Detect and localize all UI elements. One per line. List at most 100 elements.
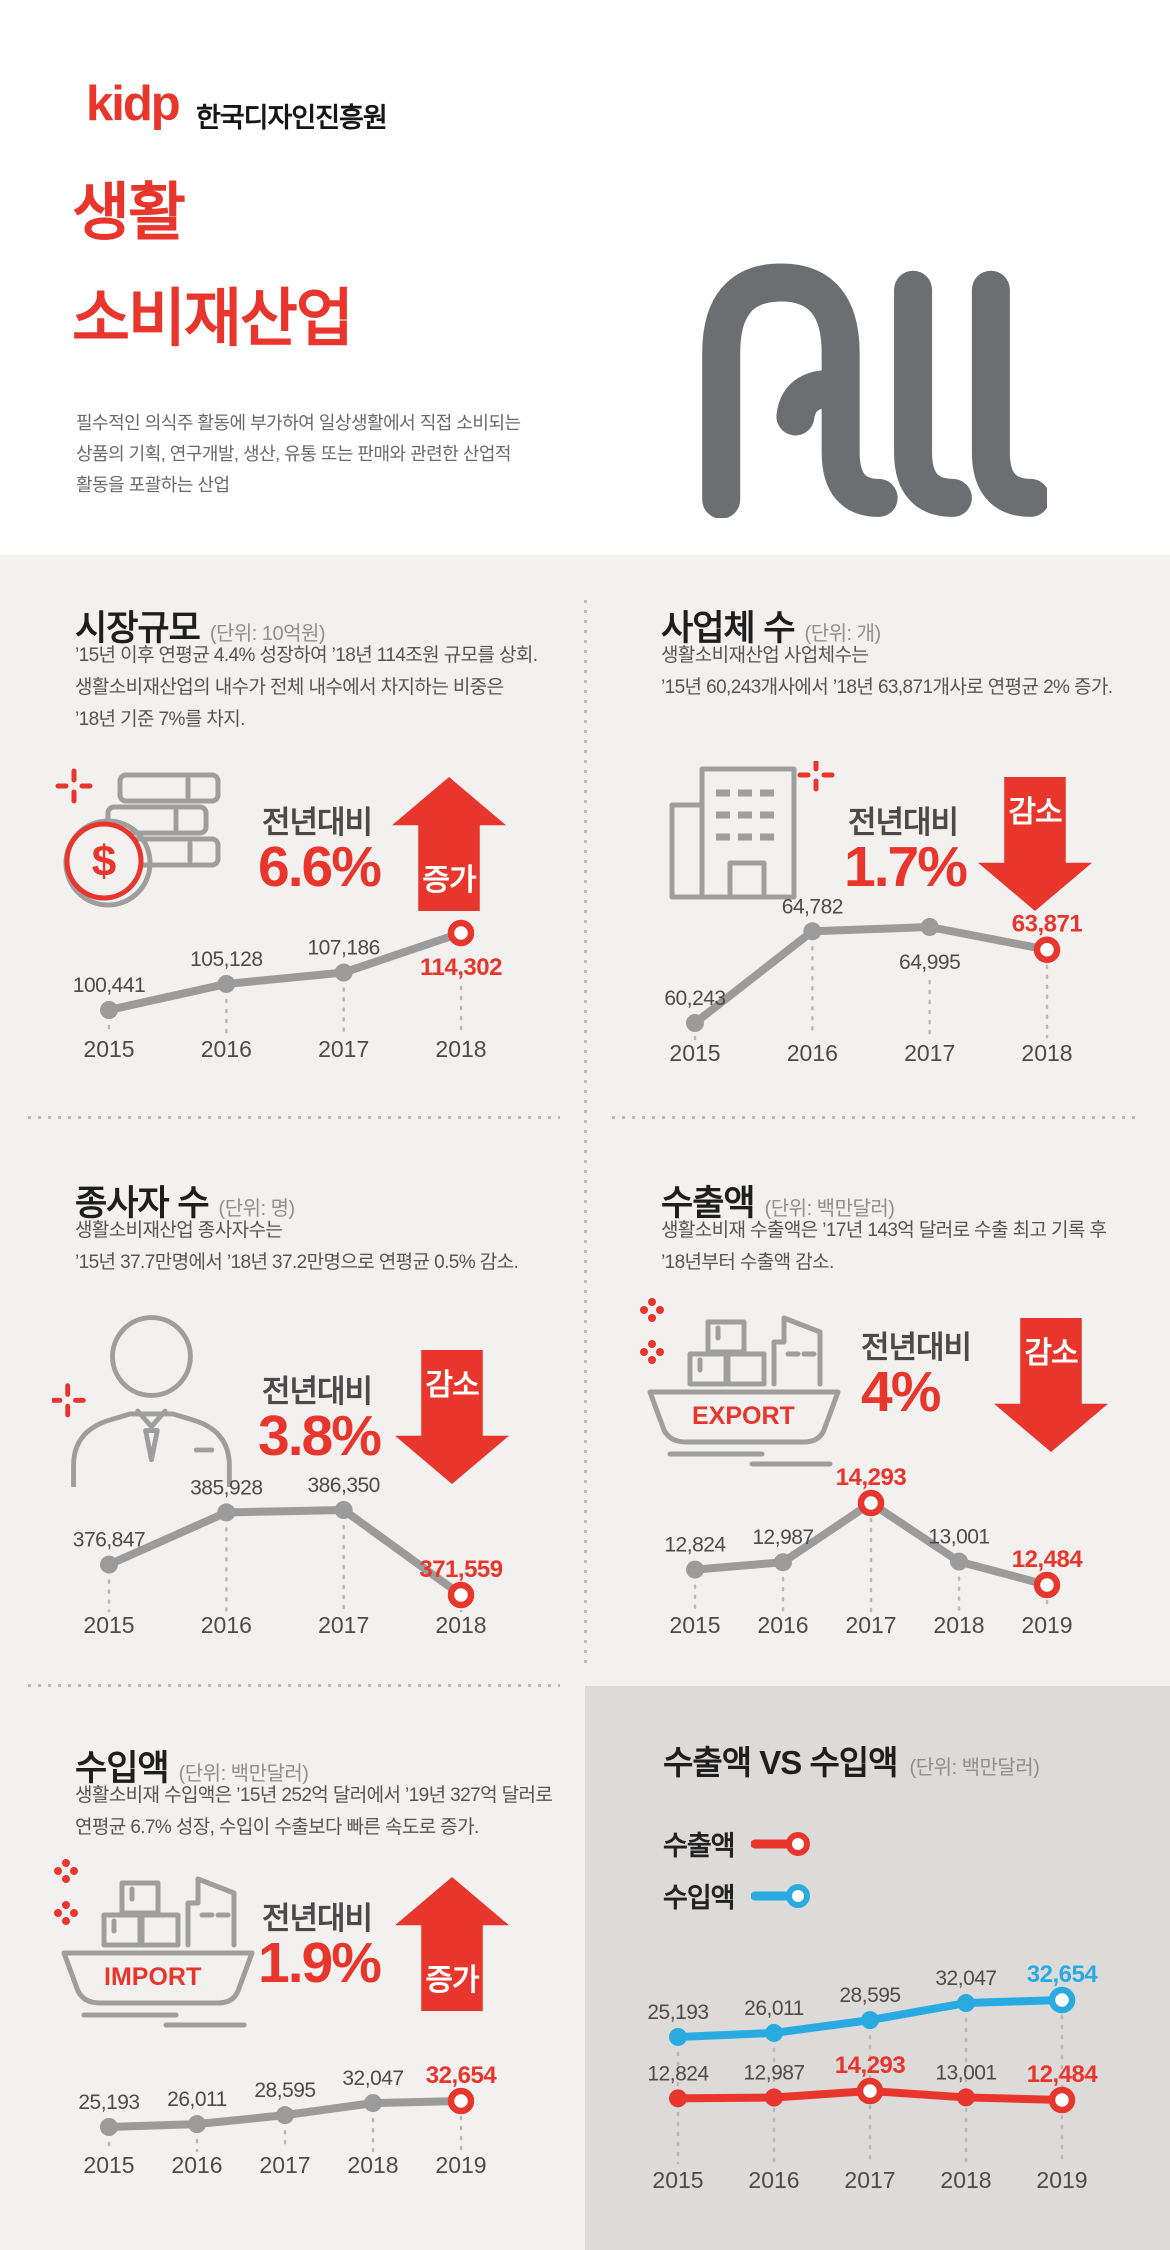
direction-label: 감소 bbox=[1008, 796, 1062, 829]
svg-text:371,559: 371,559 bbox=[419, 1556, 502, 1583]
svg-text:2018: 2018 bbox=[940, 2167, 991, 2193]
section-description: 생활소비재산업 종사자수는 ’15년 37.7만명에서 ’18년 37.2만명으… bbox=[75, 1220, 519, 1273]
section-title: 시장규모 bbox=[75, 609, 201, 648]
svg-text:2018: 2018 bbox=[435, 1612, 486, 1638]
svg-text:60,243: 60,243 bbox=[664, 987, 725, 1010]
section-market-size: 시장규모 (단위: 10억원) ’15년 이후 연평균 4.4% 성장하여 ’1… bbox=[40, 595, 580, 1135]
svg-text:2017: 2017 bbox=[318, 1036, 369, 1062]
svg-text:2015: 2015 bbox=[669, 1040, 720, 1066]
svg-text:2017: 2017 bbox=[904, 1040, 955, 1066]
page-description: 필수적인 의식주 활동에 부가하여 일상생활에서 직접 소비되는 상품의 기획,… bbox=[76, 413, 521, 495]
svg-text:2015: 2015 bbox=[652, 2167, 703, 2193]
column-divider bbox=[584, 600, 587, 1664]
exports-vs-imports-chart: 12,824 12,987 14,293 13,001 12,484 25,193 26,0… bbox=[620, 1905, 1140, 2210]
svg-text:32,654: 32,654 bbox=[1027, 1961, 1099, 1988]
all-word-graphic bbox=[702, 263, 1047, 518]
section-exports-vs-imports: 수출액 VS 수입액 (단위: 백만달러) 수출액 수입액 12,824 12,9… bbox=[585, 1686, 1170, 2250]
svg-text:14,293: 14,293 bbox=[836, 1464, 907, 1491]
export-ship-icon: EXPORT bbox=[640, 1298, 841, 1467]
svg-text:12,987: 12,987 bbox=[743, 2062, 804, 2085]
svg-text:32,047: 32,047 bbox=[342, 2067, 403, 2090]
section-business-count: 사업체 수 (단위: 개) 생활소비재산업 사업체수는 ’15년 60,243개… bbox=[626, 595, 1166, 1135]
svg-text:32,654: 32,654 bbox=[426, 2062, 498, 2089]
svg-text:64,995: 64,995 bbox=[899, 951, 960, 974]
svg-text:25,193: 25,193 bbox=[647, 2001, 708, 2024]
section-unit: (단위: 백만달러) bbox=[764, 1198, 895, 1220]
section-unit: (단위: 백만달러) bbox=[178, 1763, 309, 1785]
svg-text:12,824: 12,824 bbox=[664, 1534, 726, 1557]
compare-label: 전년대비 bbox=[861, 1330, 972, 1365]
percent-value: 1.9% bbox=[258, 1931, 382, 1995]
svg-text:13,001: 13,001 bbox=[928, 1526, 989, 1549]
svg-text:2015: 2015 bbox=[83, 2152, 134, 2178]
svg-text:2015: 2015 bbox=[83, 1612, 134, 1638]
section-exports: 수출액 (단위: 백만달러) 생활소비재 수출액은 ’17년 143억 달러로 … bbox=[626, 1170, 1166, 1710]
section-title: 사업체 수 bbox=[661, 609, 796, 648]
row-divider-right bbox=[612, 1116, 1140, 1119]
compare-label: 전년대비 bbox=[262, 1901, 373, 1936]
svg-text:63,871: 63,871 bbox=[1012, 911, 1083, 938]
section-unit: (단위: 10억원) bbox=[209, 623, 326, 645]
section-description: 생활소비재 수입액은 ’15년 252억 달러에서 ’19년 327억 달러로 … bbox=[75, 1785, 553, 1838]
svg-text:2016: 2016 bbox=[787, 1040, 838, 1066]
svg-text:12,484: 12,484 bbox=[1027, 2061, 1099, 2088]
svg-text:13,001: 13,001 bbox=[935, 2061, 996, 2084]
svg-text:2016: 2016 bbox=[171, 2152, 222, 2178]
legend-item-exports: 수출액 bbox=[663, 1824, 813, 1863]
svg-text:100,441: 100,441 bbox=[73, 974, 145, 997]
svg-text:107,186: 107,186 bbox=[307, 937, 379, 960]
percent-value: 1.7% bbox=[844, 835, 968, 899]
legend-label: 수입액 bbox=[663, 1883, 736, 1913]
section-title: 수출액 VS 수입액 bbox=[663, 1744, 899, 1781]
export-label: EXPORT bbox=[692, 1402, 795, 1430]
svg-text:376,847: 376,847 bbox=[73, 1529, 145, 1552]
svg-text:25,193: 25,193 bbox=[78, 2091, 139, 2114]
svg-text:26,011: 26,011 bbox=[744, 1997, 804, 2020]
svg-text:2017: 2017 bbox=[318, 1612, 369, 1638]
svg-text:2015: 2015 bbox=[669, 1612, 720, 1638]
svg-text:2019: 2019 bbox=[1021, 1612, 1072, 1638]
svg-text:386,350: 386,350 bbox=[307, 1474, 379, 1497]
exports-chart: 12,824 12,987 14,293 13,001 12,484 2015 2016 20… bbox=[631, 1425, 1151, 1660]
svg-text:2018: 2018 bbox=[933, 1612, 984, 1638]
svg-text:105,128: 105,128 bbox=[190, 948, 262, 971]
exports-legend-marker bbox=[750, 1831, 810, 1856]
compare-label: 전년대비 bbox=[848, 805, 959, 840]
svg-text:2015: 2015 bbox=[83, 1036, 134, 1062]
coins-icon: $ bbox=[55, 768, 221, 908]
svg-text:28,595: 28,595 bbox=[839, 1984, 900, 2007]
svg-text:2017: 2017 bbox=[845, 1612, 896, 1638]
person-icon bbox=[52, 1315, 232, 1487]
direction-label: 감소 bbox=[425, 1369, 479, 1402]
section-title: 수입액 bbox=[75, 1749, 170, 1788]
svg-text:2018: 2018 bbox=[1021, 1040, 1072, 1066]
section-description: 생활소비재 수출액은 ’17년 143억 달러로 수출 최고 기록 후 ’18년… bbox=[661, 1220, 1107, 1273]
svg-text:32,047: 32,047 bbox=[935, 1967, 996, 1990]
vs-panel-background bbox=[585, 1686, 1170, 2250]
svg-text:12,484: 12,484 bbox=[1012, 1546, 1084, 1573]
workers-count-chart: 376,847 385,928 386,350 371,559 2015 2016 2017… bbox=[45, 1425, 565, 1660]
svg-text:2018: 2018 bbox=[435, 1036, 486, 1062]
section-workers-count: 종사자 수 (단위: 명) 생활소비재산업 종사자수는 ’15년 37.7만명에… bbox=[40, 1170, 580, 1710]
direction-label: 증가 bbox=[425, 1964, 479, 1997]
business-count-chart: 60,243 64,782 64,995 63,871 2015 2016 2017 2018 bbox=[631, 885, 1151, 1090]
direction-label: 증가 bbox=[422, 864, 476, 897]
svg-text:2017: 2017 bbox=[259, 2152, 310, 2178]
svg-text:28,595: 28,595 bbox=[254, 2079, 315, 2102]
compare-label: 전년대비 bbox=[262, 1374, 373, 1409]
org-name: 한국디자인진흥원 bbox=[196, 103, 388, 133]
svg-text:12,824: 12,824 bbox=[647, 2062, 709, 2085]
svg-text:14,293: 14,293 bbox=[835, 2052, 906, 2079]
market-size-chart: 100,441 105,128 107,186 114,302 2015 2016 2017… bbox=[45, 885, 565, 1090]
legend-item-imports: 수입액 bbox=[663, 1876, 813, 1915]
svg-text:64,782: 64,782 bbox=[782, 895, 843, 918]
svg-text:26,011: 26,011 bbox=[167, 2088, 227, 2111]
svg-text:2019: 2019 bbox=[435, 2152, 486, 2178]
svg-text:114,302: 114,302 bbox=[420, 954, 502, 981]
svg-text:12,987: 12,987 bbox=[752, 1526, 813, 1549]
row-divider-bottom-left bbox=[28, 1684, 560, 1687]
direction-label: 감소 bbox=[1024, 1337, 1078, 1370]
section-unit: (단위: 백만달러) bbox=[909, 1757, 1040, 1779]
percent-value: 4% bbox=[861, 1360, 941, 1424]
